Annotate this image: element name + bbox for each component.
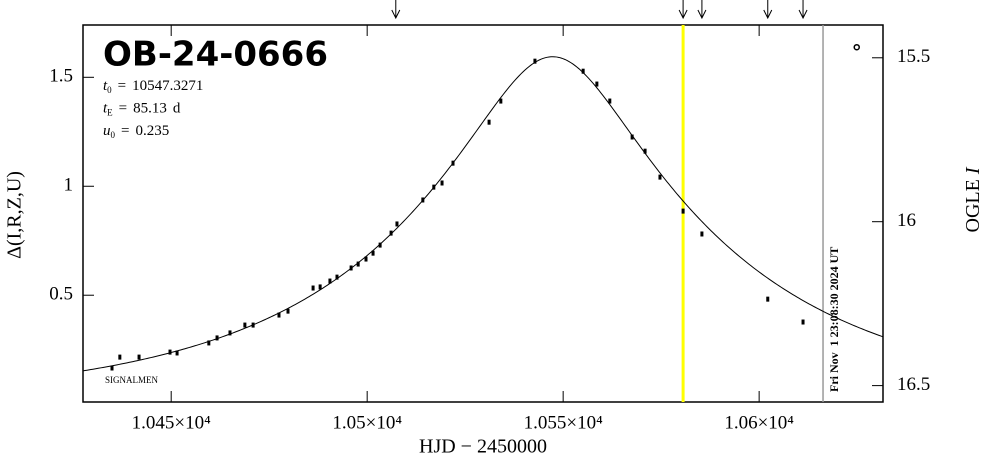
model-parameter: tE = 85.13 d [103,101,181,118]
data-point [533,58,537,64]
y2-tick-label: 16.5 [897,374,930,395]
observation-arrow [763,0,773,20]
y2-axis-label: OGLE I [962,166,984,232]
data-point [658,174,662,180]
x-axis-label: HJD − 2450000 [419,436,547,458]
y2-label-text: OGLE [962,174,984,232]
data-point [277,312,281,318]
data-point [243,322,247,328]
data-point [630,134,634,140]
y2-tick-label: 15.5 [897,46,930,67]
parameter-symbol: t [103,78,108,94]
open-data-point [853,43,860,51]
model-curve [82,56,884,372]
data-point [378,242,382,248]
parameter-symbol: u [103,123,111,139]
x-tick-label: 1.045×10⁴ [132,412,211,433]
data-point [371,250,375,256]
data-point [286,308,290,314]
data-point [118,354,122,360]
data-point [228,330,232,336]
data-point [581,68,585,74]
y-tick-label: 1.5 [49,66,73,87]
observation-arrow [697,0,707,20]
data-point [801,319,805,325]
parameter-symbol: t [103,101,108,117]
data-point [395,221,399,227]
data-point [440,180,444,186]
data-point [766,296,770,302]
data-point [137,354,141,360]
data-point [175,350,179,356]
observation-arrow [391,0,401,20]
observation-arrow [798,0,808,20]
arrow-shape [391,0,401,20]
data-point [595,81,599,87]
date-label: Fri Nov 1 23:08:30 2024 UT [827,247,841,392]
chart-title: OB-24-0666 [103,35,328,75]
arrow-shape [678,0,688,20]
model-parameter: u0 = 0.235 [103,123,169,140]
parameter-value: 10547.3271 [132,78,203,94]
x-tick-label: 1.06×10⁴ [724,412,794,433]
parameter-equals: = [118,78,126,94]
data-point [215,335,219,341]
data-point [700,231,704,237]
data-point [421,197,425,203]
data-point [451,160,455,166]
data-point [364,256,368,262]
data-point [311,285,315,291]
x-tick-label: 1.05×10⁴ [332,412,402,433]
credit: SIGNALMEN [105,375,158,385]
data-point [499,98,503,104]
data-point [643,148,647,154]
data-point [487,119,491,125]
y2-tick-label: 16 [897,210,916,231]
arrow-shape [697,0,707,20]
data-point [335,274,339,280]
data-point [328,278,332,284]
data-point [207,340,211,346]
data-point [318,284,322,290]
arrow-shape [763,0,773,20]
y-tick-label: 1 [64,175,74,196]
parameter-value: 0.235 [135,123,169,139]
y-axis-label: Δ(I,R,Z,U) [4,171,26,259]
data-point [168,349,172,355]
parameter-subscript: 0 [107,85,112,95]
model-parameter: t0 = 10547.3271 [103,78,203,95]
data-point [389,230,393,236]
data-point [608,98,612,104]
parameter-subscript: E [107,108,113,118]
data-point [349,265,353,271]
observation-arrow [678,0,688,20]
parameter-unit: d [173,101,181,117]
y2-label-italic: I [962,166,984,175]
parameter-subscript: 0 [111,130,116,140]
parameter-value: 85.13 [133,101,167,117]
plot-frame [82,24,884,403]
parameter-equals: = [119,101,127,117]
data-point [356,261,360,267]
y-tick-label: 0.5 [49,284,73,305]
arrow-shape [798,0,808,20]
data-point [432,184,436,190]
data-point [110,365,114,371]
data-point [251,322,255,328]
parameter-equals: = [121,123,129,139]
data-point [681,208,685,214]
x-tick-label: 1.055×10⁴ [524,412,603,433]
